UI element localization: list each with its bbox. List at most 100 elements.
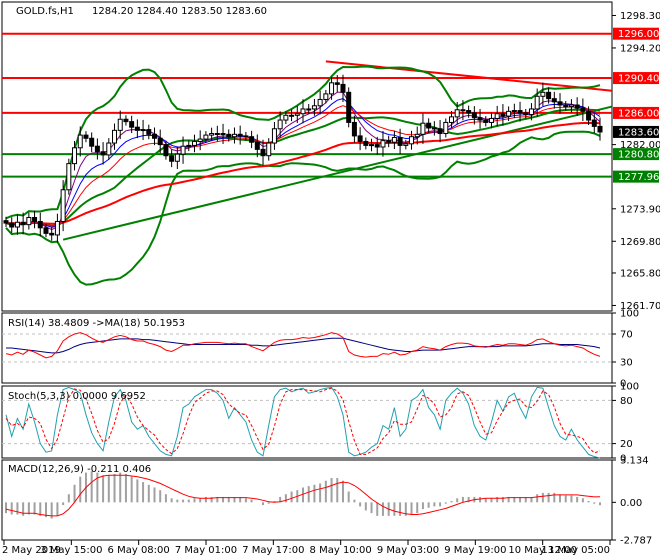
candle-body xyxy=(26,217,32,226)
candle-body xyxy=(466,110,472,114)
candle xyxy=(517,101,523,122)
candle xyxy=(397,128,403,155)
candle xyxy=(32,210,38,229)
rsi-axis-tick-label: 30 xyxy=(620,358,633,369)
candle xyxy=(494,105,500,127)
candle xyxy=(557,93,563,114)
candle-body xyxy=(163,144,169,157)
candle-body xyxy=(334,82,340,85)
candle-body xyxy=(129,121,135,128)
stoch-axis-tick-label: 20 xyxy=(620,439,633,450)
candle-body xyxy=(89,137,95,147)
candle-body xyxy=(426,122,432,129)
candle-body xyxy=(357,135,363,142)
x-tick-label: 9 May 19:00 xyxy=(444,545,506,556)
candle xyxy=(568,99,574,113)
stoch-axis-tick-label: 80 xyxy=(620,396,633,407)
x-tick-label: 9 May 03:00 xyxy=(377,545,439,556)
candle-body xyxy=(191,140,197,146)
x-tick-label: 7 May 01:00 xyxy=(175,545,237,556)
rsi-axis-tick-label: 70 xyxy=(620,330,633,341)
price-label-box xyxy=(613,148,659,161)
candle-body xyxy=(431,127,437,130)
candle-body xyxy=(106,142,112,156)
candle-body xyxy=(209,133,215,136)
candle-body xyxy=(528,108,534,116)
candle-body xyxy=(568,104,574,108)
candle-body xyxy=(134,126,140,131)
candle-body xyxy=(317,98,323,107)
price-axis-tick-label: 1298.30 xyxy=(620,11,660,22)
candle xyxy=(231,127,237,144)
price-label-box xyxy=(613,170,659,183)
candle xyxy=(220,123,226,144)
candle xyxy=(169,149,175,168)
candle xyxy=(431,121,437,136)
candle xyxy=(563,101,569,111)
candle xyxy=(511,103,517,119)
candle-body xyxy=(477,117,483,121)
macd-frame xyxy=(1,459,613,541)
candle xyxy=(443,118,449,138)
candle xyxy=(174,146,180,170)
candle xyxy=(249,130,255,149)
candle-body xyxy=(231,133,237,138)
candle xyxy=(117,110,123,140)
candle xyxy=(100,142,106,165)
candle xyxy=(180,136,186,164)
symbol-label: GOLD.fs,H1 xyxy=(16,6,74,17)
ohlc-label: 1284.20 1284.40 1283.50 1283.60 xyxy=(92,6,267,17)
candle-body xyxy=(534,95,540,110)
macd-axis-tick-label: 3.134 xyxy=(620,456,649,467)
price-label-text: 1283.60 xyxy=(618,127,659,138)
candle-body xyxy=(500,113,506,117)
candle xyxy=(197,130,203,151)
candle-body xyxy=(409,136,415,145)
candle xyxy=(300,99,306,124)
x-tick-label: 10 May 12:00 xyxy=(508,545,577,556)
price-label-box xyxy=(613,106,659,119)
candle xyxy=(43,223,49,238)
candle xyxy=(72,140,78,171)
stoch-frame xyxy=(1,385,613,459)
rsi-axis-tick-label: 0 xyxy=(620,379,626,390)
candle xyxy=(152,127,157,146)
candle-body xyxy=(254,141,260,150)
candle-body xyxy=(283,114,289,121)
rsi-line xyxy=(5,332,601,359)
candle-body xyxy=(123,118,129,123)
candle xyxy=(203,131,209,144)
candle xyxy=(123,115,129,126)
price-axis-tick-label: 1294.20 xyxy=(620,43,660,54)
candle xyxy=(460,100,466,121)
candle-body xyxy=(351,121,357,137)
price-axis-tick-label: 1265.80 xyxy=(620,268,660,279)
macd-signal-line xyxy=(5,474,601,517)
candle-body xyxy=(289,114,295,117)
candle xyxy=(254,134,260,158)
x-tick-label: 8 May 10:00 xyxy=(310,545,372,556)
candle xyxy=(414,126,420,145)
candle-body xyxy=(414,133,420,138)
stoch-axis-tick-label: 100 xyxy=(620,382,639,393)
candle xyxy=(9,217,15,233)
candle xyxy=(112,123,118,150)
macd-axis-tick-label: 0.00 xyxy=(620,498,642,509)
candle-body xyxy=(197,138,203,142)
candle-body xyxy=(471,112,477,119)
bollinger-lower xyxy=(5,130,601,286)
pane-frames xyxy=(1,1,613,541)
candle-body xyxy=(43,227,49,234)
candle xyxy=(191,134,197,153)
candle-body xyxy=(140,129,146,132)
candle-body xyxy=(152,133,157,139)
price-label-text: 1280.80 xyxy=(618,150,659,161)
candle xyxy=(94,138,100,160)
candle xyxy=(369,138,375,152)
candle-body xyxy=(323,93,329,100)
candle-body xyxy=(483,119,489,123)
candle-body xyxy=(157,137,163,146)
price-label-text: 1296.00 xyxy=(618,29,659,40)
candle xyxy=(266,138,272,161)
